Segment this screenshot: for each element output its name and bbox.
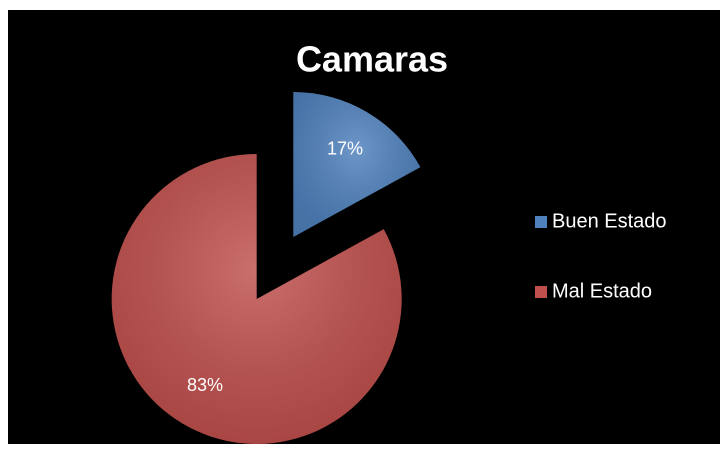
data-label: 17% — [327, 138, 363, 158]
legend-label: Buen Estado — [552, 210, 667, 232]
legend-label: Mal Estado — [552, 280, 652, 302]
chart-title: Camaras — [296, 39, 448, 80]
legend-swatch — [535, 286, 547, 298]
pie-slice-shade — [293, 92, 421, 238]
pie-slice-shade — [111, 153, 402, 444]
data-label: 83% — [187, 375, 223, 395]
legend-swatch — [535, 216, 547, 228]
